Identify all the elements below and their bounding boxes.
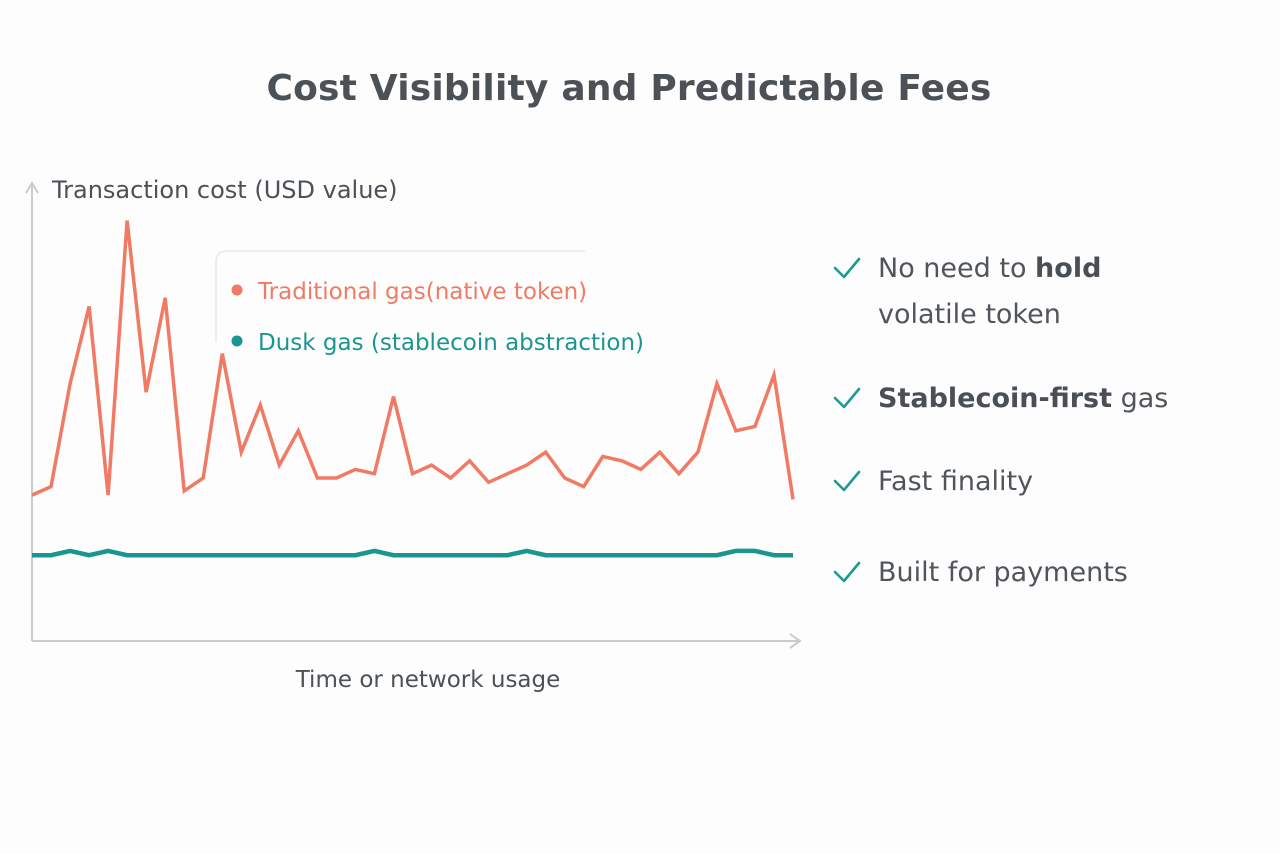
chart-title: Cost Visibility and Predictable Fees — [266, 68, 992, 109]
series-line-dusk — [32, 548, 793, 558]
feature-text-bold: Stablecoin-first — [878, 383, 1113, 414]
feature-text-part: gas — [1112, 383, 1169, 414]
feature-item: Fast finality — [832, 459, 1033, 505]
checkmark-icon — [833, 561, 861, 583]
feature-text-part: Fast finality — [878, 466, 1034, 497]
feature-text-part: No need to — [878, 253, 1036, 284]
feature-item: Built for payments — [832, 550, 1128, 596]
y-axis-label: Transaction cost (USD value) — [51, 176, 398, 204]
checkmark-icon — [833, 387, 861, 409]
feature-text-part: Built for payments — [878, 557, 1128, 588]
series-layer — [31, 220, 795, 558]
checkmark-icon — [833, 470, 861, 492]
x-axis-arrow — [789, 633, 802, 649]
feature-text-line2: volatile token — [878, 299, 1061, 330]
x-axis-label: Time or network usage — [295, 667, 561, 693]
feature-text-bold: hold — [1035, 253, 1102, 284]
feature-text: Fast finality — [878, 459, 1033, 505]
feature-text: Stablecoin-first gas — [878, 376, 1168, 422]
checkmark-icon — [833, 257, 861, 279]
feature-item: Stablecoin-first gas — [832, 376, 1168, 422]
legend-marker-dusk — [231, 335, 243, 347]
legend-label-traditional: Traditional gas(native token) — [257, 279, 587, 305]
feature-text: No need to hold volatile token — [878, 246, 1101, 338]
feature-item: No need to hold volatile token — [832, 246, 1101, 338]
legend: Traditional gas(native token) Dusk gas (… — [215, 250, 644, 356]
y-axis-arrow — [25, 181, 39, 194]
legend-marker-traditional — [231, 284, 243, 296]
legend-box — [215, 250, 585, 342]
legend-label-dusk: Dusk gas (stablecoin abstraction) — [258, 330, 644, 356]
feature-text: Built for payments — [878, 550, 1128, 596]
series-line-traditional — [31, 220, 795, 500]
